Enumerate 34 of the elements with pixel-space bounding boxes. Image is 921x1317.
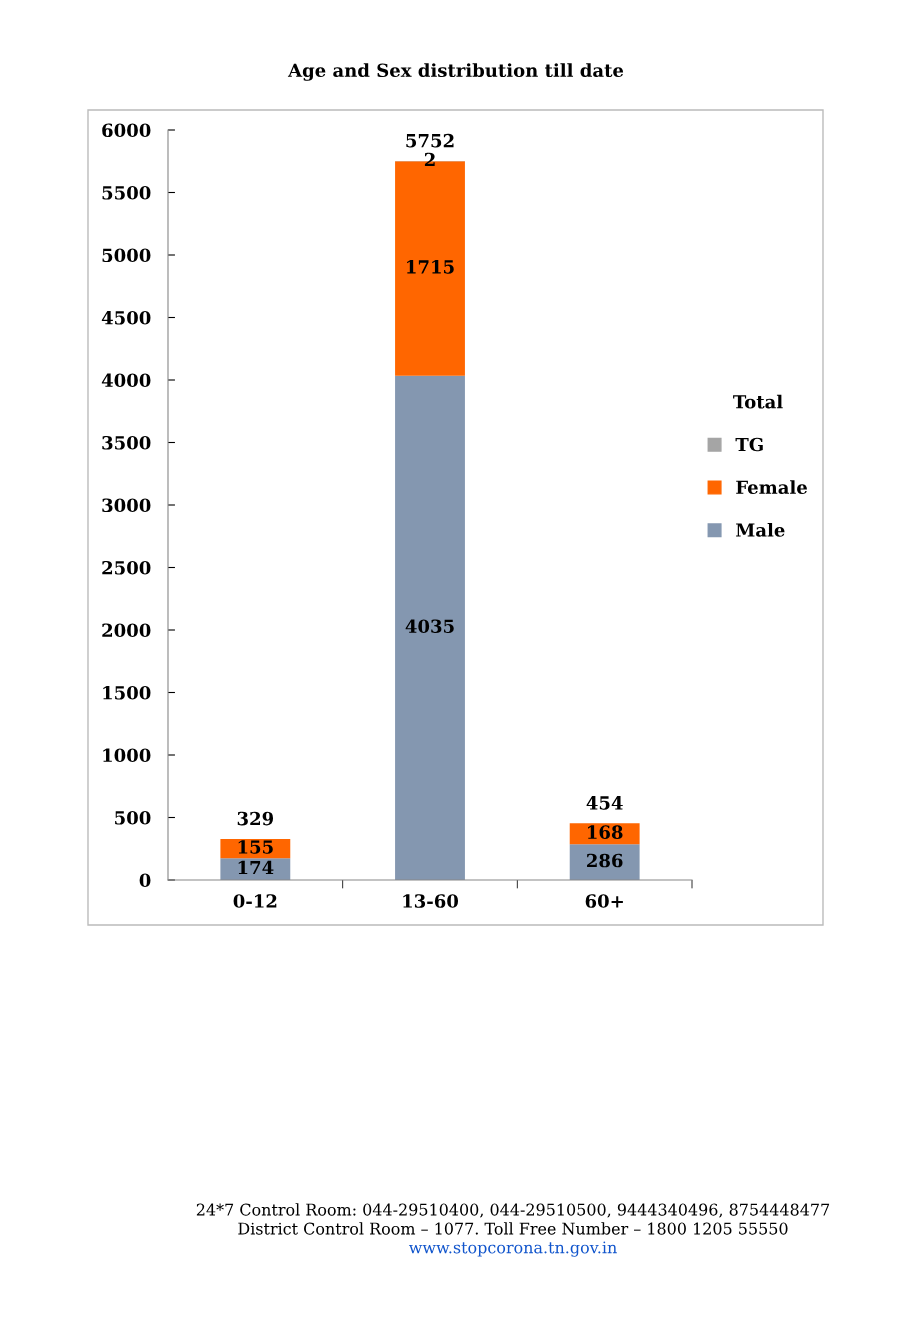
text: www.stopcorona.tn.gov.in [408, 1241, 617, 1257]
y-tick-label: 4000 [101, 373, 151, 388]
legend-label: Female [736, 480, 807, 495]
y-tick-label: 0 [139, 873, 151, 888]
y-tick-label: 3500 [102, 435, 151, 450]
data-label: 168 [588, 825, 623, 839]
legend-title: Total [733, 394, 783, 409]
y-tick-label: 1000 [103, 748, 151, 763]
bar [395, 375, 465, 880]
y-tick-label: 4500 [101, 310, 151, 325]
data-label: 174 [238, 860, 274, 875]
x-tick-label: 60+ [585, 894, 623, 908]
total-label: 329 [237, 811, 274, 826]
legend-label: Male [736, 522, 785, 537]
text: District Control Room – 1077. Toll Free Number – 1800 1205 55550 [238, 1222, 788, 1235]
y-tick-label: 500 [115, 810, 151, 825]
data-label: 1715 [407, 260, 454, 274]
data-label: 4035 [405, 619, 454, 634]
data-label: 286 [587, 853, 623, 868]
y-tick-label: 6000 [102, 123, 151, 138]
data-label: 155 [238, 840, 273, 854]
y-tick-label: 5000 [102, 248, 151, 263]
y-tick-label: 2500 [102, 560, 151, 575]
legend-label: TG [735, 437, 763, 452]
y-tick-label: 2000 [102, 623, 151, 638]
x-tick-label: 0-12 [233, 894, 277, 908]
text: 24*7 Control Room: 044-29510400, 044-29510500, 9444340496, 8754448477 [196, 1203, 830, 1218]
y-tick-label: 3000 [102, 498, 151, 513]
total-label: 5752 [406, 133, 454, 148]
chart-title: Age and Sex distribution till date [287, 63, 624, 81]
total-label: 454 [586, 796, 623, 810]
y-tick-label: 5500 [102, 185, 151, 200]
x-tick-label: 13-60 [403, 894, 459, 908]
y-tick-label: 1500 [103, 685, 151, 700]
